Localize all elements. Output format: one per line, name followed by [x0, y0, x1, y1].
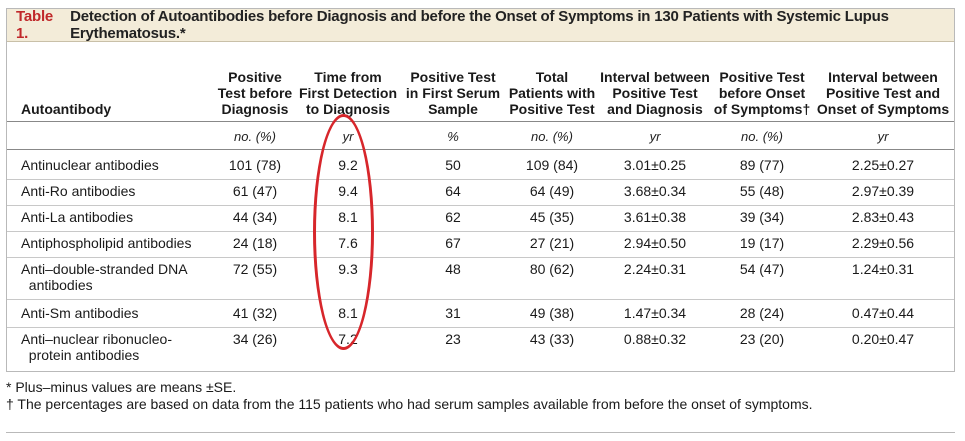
table-row: Anti-La antibodies 44 (34) 8.1 62 45 (35) 3.6… — [7, 209, 954, 227]
header-time-to-diagnosis: Time from First Detection to Diagnosis — [298, 69, 397, 117]
row-cell: 1.47±0.34 — [623, 305, 687, 321]
row-cell: 23 — [445, 331, 461, 347]
header-positive-first-serum: Positive Test in First Serum Sample — [405, 69, 501, 117]
unit-yr-3: yr — [877, 129, 889, 144]
row-cell: 39 (34) — [739, 209, 785, 225]
table-row: Antiphospholipid antibodies 24 (18) 7.6 67 2… — [7, 235, 954, 253]
row-label: Antinuclear antibodies — [21, 157, 159, 173]
row-cell: 54 (47) — [739, 261, 785, 277]
row-cell: 19 (17) — [739, 235, 785, 251]
header-positive-before-onset: Positive Test before Onset of Symptoms† — [713, 69, 811, 117]
row-label: Anti-Sm antibodies — [21, 305, 139, 321]
row-label: Anti-La antibodies — [21, 209, 134, 225]
header-rule — [7, 121, 954, 122]
header-autoantibody: Autoantibody — [21, 101, 112, 117]
table-caption: Table 1. Detection of Autoantibodies bef… — [7, 8, 954, 42]
row-cell: 34 (26) — [232, 331, 278, 347]
row-divider — [7, 231, 954, 232]
units-rule — [7, 149, 954, 150]
row-label: Antiphospholipid antibodies — [21, 235, 192, 251]
row-cell: 2.83±0.43 — [851, 209, 915, 225]
row-divider — [7, 299, 954, 300]
footnotes: * Plus–minus values are means ±SE. † The… — [6, 379, 955, 413]
header-row: Autoantibody Positive Test before Diagno… — [7, 61, 954, 121]
row-cell: 23 (20) — [739, 331, 785, 347]
row-cell: 3.01±0.25 — [623, 157, 687, 173]
row-cell: 61 (47) — [232, 183, 278, 199]
row-cell: 2.25±0.27 — [851, 157, 915, 173]
footnote-plus-minus: * Plus–minus values are means ±SE. — [6, 379, 237, 395]
table-row: Antinuclear antibodies 101 (78) 9.2 50 109 (… — [7, 157, 954, 175]
row-cell: 62 — [445, 209, 461, 225]
row-cell: 80 (62) — [529, 261, 575, 277]
table-number: Table 1. — [16, 8, 54, 42]
row-cell: 109 (84) — [525, 157, 579, 173]
table-row: Anti-Ro antibodies 61 (47) 9.4 64 64 (49) 3.6… — [7, 183, 954, 201]
table-title: Detection of Autoantibodies before Diagn… — [70, 8, 889, 42]
row-cell: 2.29±0.56 — [851, 235, 915, 251]
row-cell: 72 (55) — [232, 261, 278, 277]
unit-yr-2: yr — [649, 129, 661, 144]
units-row: no. (%) yr % no. (%) yr no. (%) yr — [7, 129, 954, 149]
unit-no-pct-1: no. (%) — [234, 129, 276, 144]
row-divider — [7, 257, 954, 258]
header-total-positive: Total Patients with Positive Test — [508, 69, 596, 117]
row-divider — [7, 205, 954, 206]
highlight-oval — [313, 114, 374, 350]
row-label: Anti–double-stranded DNA antibodies — [21, 261, 188, 293]
row-cell: 55 (48) — [739, 183, 785, 199]
row-cell: 67 — [445, 235, 461, 251]
row-cell: 43 (33) — [529, 331, 575, 347]
footnote-percentages: † The percentages are based on data from… — [6, 396, 813, 412]
header-positive-test-before-diagnosis: Positive Test before Diagnosis — [217, 69, 293, 117]
row-cell: 24 (18) — [232, 235, 278, 251]
row-cell: 49 (38) — [529, 305, 575, 321]
table-row: Anti–double-stranded DNA antibodies 72 (5… — [7, 261, 954, 295]
row-cell: 64 (49) — [529, 183, 575, 199]
table-row: Anti–nuclear ribonucleo- protein antibod… — [7, 331, 954, 365]
row-cell: 2.24±0.31 — [623, 261, 687, 277]
row-cell: 0.20±0.47 — [851, 331, 915, 347]
row-cell: 1.24±0.31 — [851, 261, 915, 277]
row-cell: 45 (35) — [529, 209, 575, 225]
row-divider — [7, 327, 954, 328]
row-cell: 0.47±0.44 — [851, 305, 915, 321]
unit-no-pct-2: no. (%) — [531, 129, 573, 144]
row-cell: 3.68±0.34 — [623, 183, 687, 199]
bottom-rule — [6, 432, 955, 433]
header-interval-diagnosis: Interval between Positive Test and Diagn… — [600, 69, 710, 117]
row-cell: 3.61±0.38 — [623, 209, 687, 225]
header-interval-onset: Interval between Positive Test and Onset… — [816, 69, 950, 117]
row-cell: 27 (21) — [529, 235, 575, 251]
table-frame: Table 1. Detection of Autoantibodies bef… — [6, 8, 955, 372]
row-cell: 2.94±0.50 — [623, 235, 687, 251]
row-cell: 28 (24) — [739, 305, 785, 321]
row-label: Anti-Ro antibodies — [21, 183, 136, 199]
row-cell: 44 (34) — [232, 209, 278, 225]
row-cell: 89 (77) — [739, 157, 785, 173]
row-cell: 64 — [445, 183, 461, 199]
table-row: Anti-Sm antibodies 41 (32) 8.1 31 49 (38) 1.4… — [7, 305, 954, 323]
unit-no-pct-3: no. (%) — [741, 129, 783, 144]
row-cell: 48 — [445, 261, 461, 277]
row-cell: 101 (78) — [228, 157, 282, 173]
row-cell: 50 — [445, 157, 461, 173]
row-cell: 31 — [445, 305, 461, 321]
unit-pct: % — [447, 129, 459, 144]
row-cell: 41 (32) — [232, 305, 278, 321]
row-divider — [7, 179, 954, 180]
row-cell: 2.97±0.39 — [851, 183, 915, 199]
row-cell: 0.88±0.32 — [623, 331, 687, 347]
row-label: Anti–nuclear ribonucleo- protein antibod… — [21, 331, 172, 363]
